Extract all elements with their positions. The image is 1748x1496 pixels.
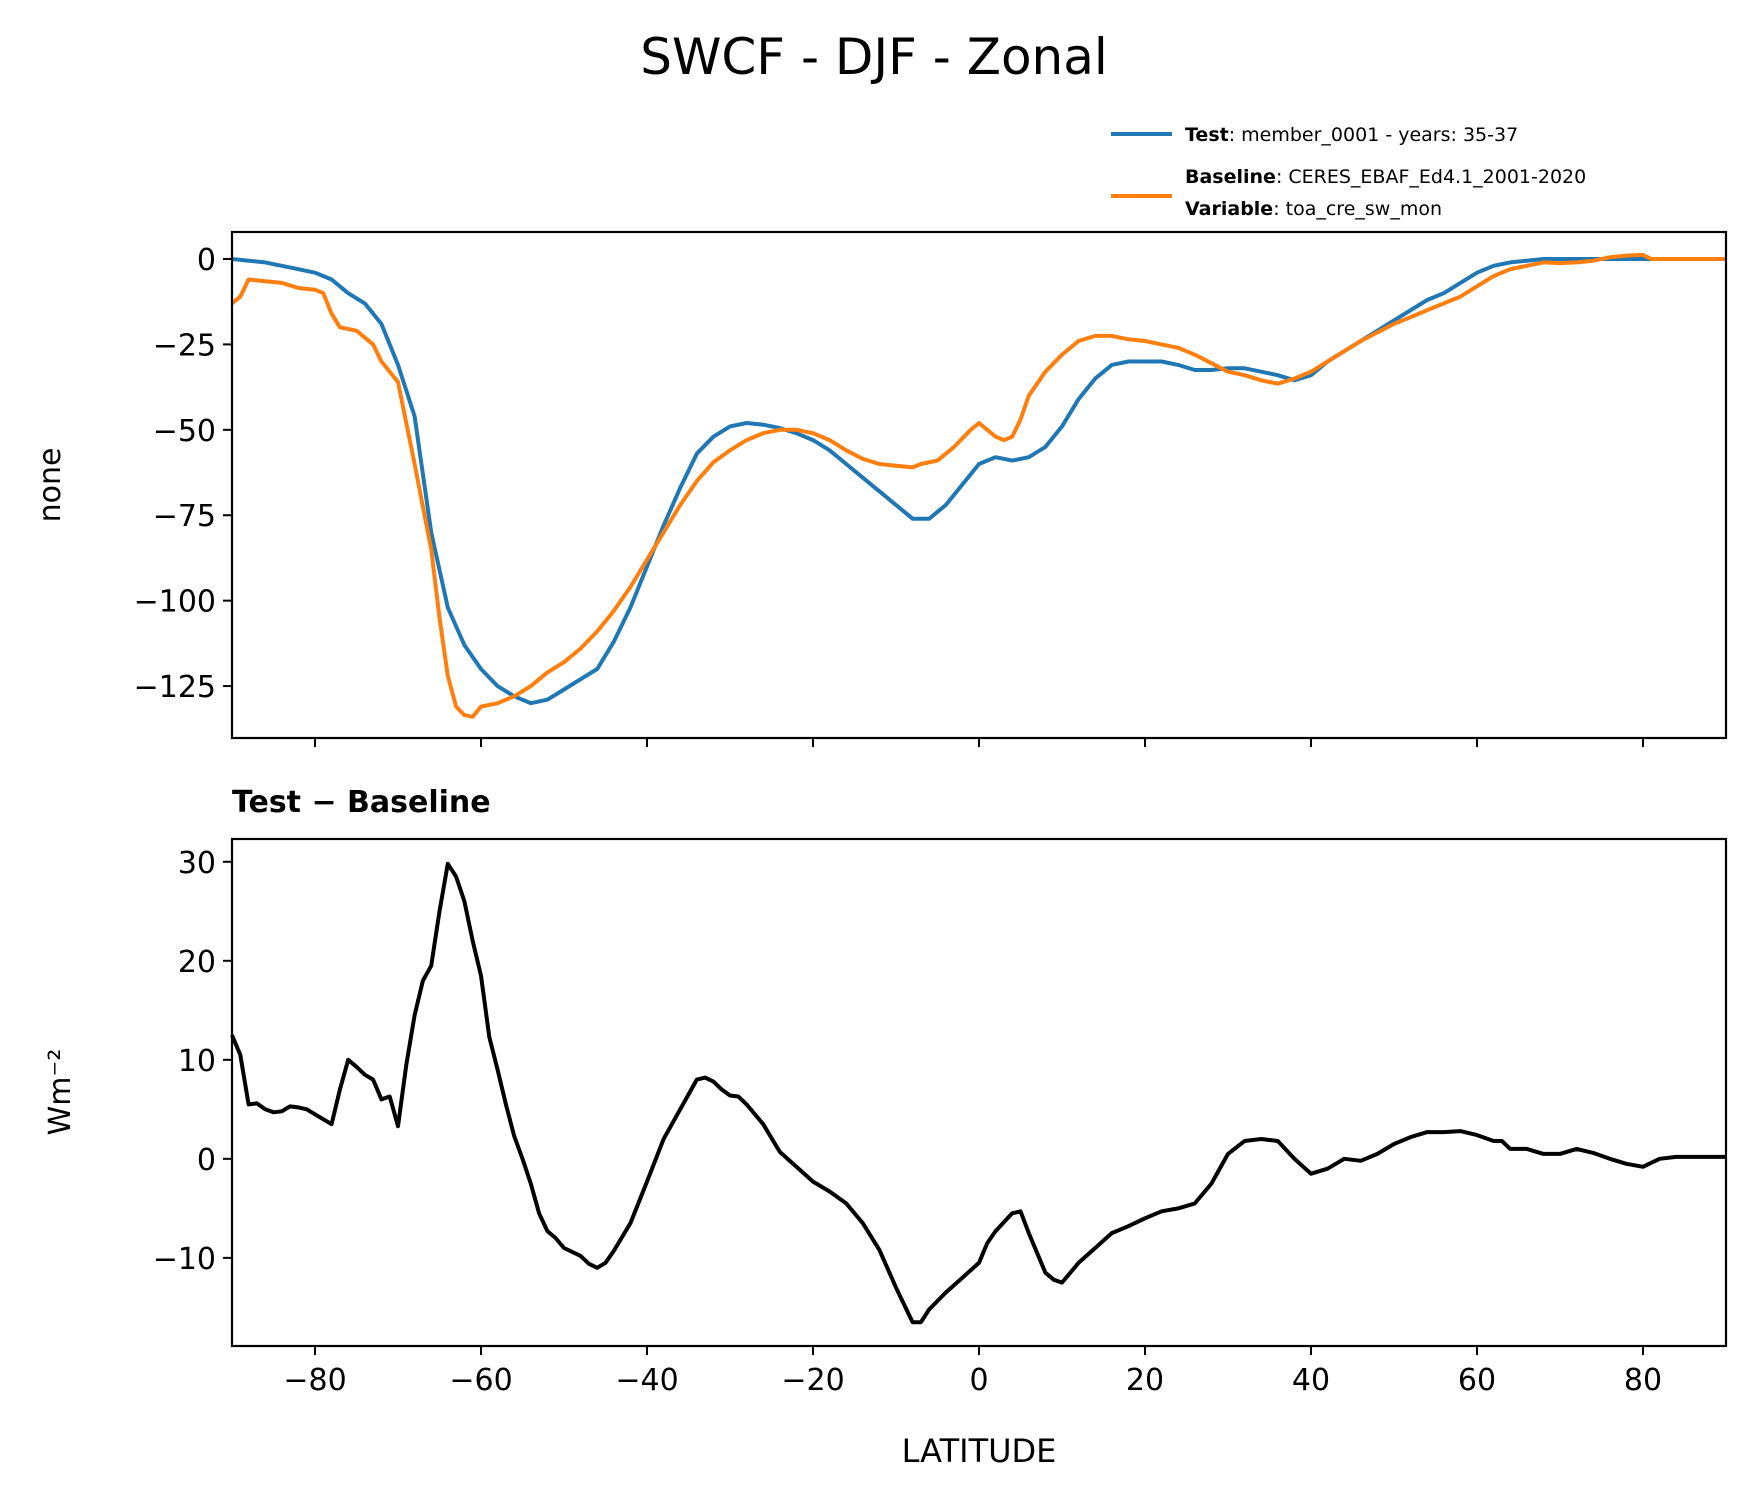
x-tick-label: −20 — [781, 1363, 844, 1398]
x-tick-label: 20 — [1126, 1363, 1164, 1398]
top-y-tick-label: 0 — [197, 243, 216, 278]
legend-label-test: Test: member_0001 - years: 35-37 — [1185, 124, 1518, 146]
legend-label-baseline: Baseline: CERES_EBAF_Ed4.1_2001-2020 — [1185, 166, 1586, 188]
legend-key-baseline: Baseline — [1185, 166, 1276, 188]
x-tick-label: −80 — [283, 1363, 346, 1398]
x-tick-label: 0 — [969, 1363, 988, 1398]
bottom-y-tick-label: 30 — [178, 846, 216, 881]
top-y-tick-label: −50 — [153, 414, 216, 449]
bottom-series-test-baseline-line — [230, 861, 1726, 1325]
top-plot: 0 −25 −50 −75 −100 −125 — [134, 230, 1728, 747]
difference-plot: −80 −60 −40 −20 0 20 40 60 80 30 20 10 0 −10 — [153, 837, 1728, 1398]
top-y-tick-label: −25 — [153, 328, 216, 363]
x-tick-label: 80 — [1624, 1363, 1662, 1398]
bottom-y-tick-label: 20 — [178, 945, 216, 980]
top-axes-frame — [230, 230, 1728, 740]
legend-value-test: : member_0001 - years: 35-37 — [1229, 124, 1518, 146]
x-axis-label: LATITUDE — [902, 1432, 1057, 1470]
bottom-y-tick-label: 0 — [197, 1143, 216, 1178]
bottom-y-axis-label: Wm⁻² — [43, 1049, 78, 1136]
legend-key-variable: Variable — [1185, 198, 1273, 220]
x-tick-label: −40 — [615, 1363, 678, 1398]
top-y-tick-label: −75 — [153, 499, 216, 534]
top-y-axis-label: none — [33, 448, 68, 523]
bottom-axes-frame — [230, 837, 1728, 1348]
x-tick-label: 40 — [1292, 1363, 1330, 1398]
x-tick-label: 60 — [1458, 1363, 1496, 1398]
chart-title: SWCF - DJF - Zonal — [640, 28, 1108, 86]
bottom-y-tick-label: 10 — [178, 1044, 216, 1079]
legend-label-variable: Variable: toa_cre_sw_mon — [1185, 198, 1442, 220]
bottom-y-tick-label: −10 — [153, 1242, 216, 1277]
top-series-test-line — [231, 257, 1726, 706]
legend-value-baseline: : CERES_EBAF_Ed4.1_2001-2020 — [1276, 166, 1586, 188]
x-tick-label: −60 — [449, 1363, 512, 1398]
legend-key-test: Test — [1185, 124, 1229, 146]
top-y-tick-label: −125 — [134, 670, 216, 705]
legend: Test: member_0001 - years: 35-37 Baselin… — [1111, 124, 1586, 220]
legend-value-variable: : toa_cre_sw_mon — [1273, 198, 1442, 220]
top-series-baseline-line — [230, 252, 1726, 719]
difference-plot-title: Test − Baseline — [232, 785, 491, 820]
top-y-tick-label: −100 — [134, 585, 216, 620]
